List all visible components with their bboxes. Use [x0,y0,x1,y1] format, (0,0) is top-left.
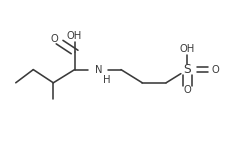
Text: S: S [184,63,191,76]
Text: O: O [183,85,191,95]
Text: OH: OH [180,44,195,54]
Text: N: N [95,65,102,75]
Text: O: O [51,34,58,44]
Text: OH: OH [67,31,82,41]
Text: O: O [211,65,219,75]
Text: H: H [103,75,110,85]
